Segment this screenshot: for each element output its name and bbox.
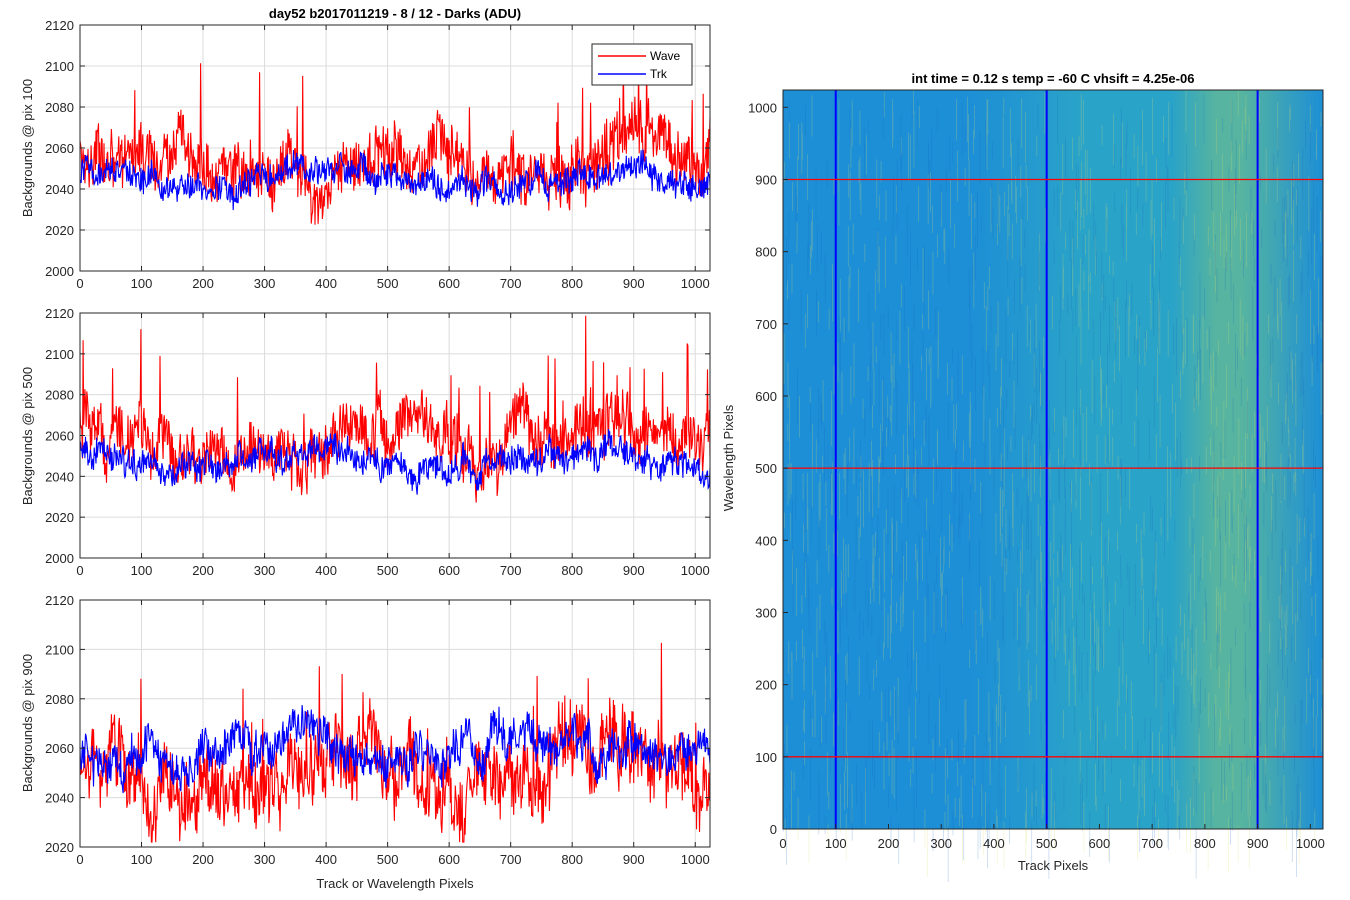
x-tick-label: 600 [438,852,460,867]
heatmap-x-tick-label: 800 [1194,836,1216,851]
heatmap-y-tick-label: 800 [755,245,777,260]
xlabel-track-or-wavelength: Track or Wavelength Pixels [316,876,474,891]
x-tick-label: 800 [561,852,583,867]
y-tick-label: 2020 [45,840,74,855]
x-tick-label: 600 [438,276,460,291]
x-tick-label: 700 [500,852,522,867]
heatmap-xlabel: Track Pixels [1018,858,1089,873]
x-tick-label: 0 [76,563,83,578]
figure-title: day52 b2017011219 - 8 / 12 - Darks (ADU) [269,6,521,21]
heatmap-y-tick-label: 1000 [748,100,777,115]
y-tick-label: 2020 [45,510,74,525]
heatmap-title: int time = 0.12 s temp = -60 C vhsift = … [912,71,1195,86]
y-tick-label: 2060 [45,741,74,756]
heatmap-x-tick-label: 600 [1089,836,1111,851]
y-tick-label: 2100 [45,59,74,74]
x-tick-label: 1000 [681,276,710,291]
heatmap-image [783,90,1323,829]
heatmap-x-tick-label: 300 [930,836,952,851]
heatmap-y-tick-label: 900 [755,172,777,187]
series-line-wave [79,55,711,225]
y-tick-label: 2120 [45,306,74,321]
axes-frame [79,599,711,848]
x-tick-label: 500 [377,852,399,867]
heatmap-y-tick-label: 100 [755,750,777,765]
heatmap-chart: 0 100 200 300 400 500 600 700 800 900 1000 0 100 200 3… [721,71,1325,882]
x-tick-label: 500 [377,563,399,578]
y-tick-label: 2080 [45,100,74,115]
legend-label-wave: Wave [650,49,681,63]
heatmap-y-tick-label: 600 [755,389,777,404]
y-tick-label: 2080 [45,388,74,403]
x-tick-label: 700 [500,563,522,578]
heatmap-x-tick-label: 700 [1141,836,1163,851]
heatmap-noise-dark [782,94,1324,882]
legend-box [591,43,693,86]
y-tick-label: 2100 [45,642,74,657]
heatmap-x-tick-label: 100 [825,836,847,851]
series-line-trk [79,705,711,794]
y-tick-label: 2000 [45,264,74,279]
heatmap-x-tick-label: 200 [878,836,900,851]
y-tick-label: 2080 [45,692,74,707]
x-tick-label: 1000 [681,563,710,578]
heatmap-y-tick-label: 500 [755,461,777,476]
ylabel-pix-500: Backgrounds @ pix 500 [20,367,35,505]
x-tick-label: 300 [254,563,276,578]
heatmap-x-tick-label: 1000 [1296,836,1325,851]
x-tick-label: 300 [254,276,276,291]
legend-label-trk: Trk [650,67,668,81]
x-tick-label: 1000 [681,852,710,867]
line-chart-pix-500: 0 100 200 300 400 500 600 700 800 900 1000 2000 2020… [20,306,711,578]
x-tick-label: 400 [315,852,337,867]
x-tick-label: 100 [131,563,153,578]
line-chart-pix-100: 0 100 200 300 400 500 600 700 800 900 1000 2000 2020… [20,6,711,291]
x-tick-label: 800 [561,276,583,291]
x-tick-label: 500 [377,276,399,291]
x-tick-label: 300 [254,852,276,867]
heatmap-frame [782,89,1324,830]
x-tick-label: 900 [623,276,645,291]
heatmap-x-tick-label: 500 [1036,836,1058,851]
ylabel-pix-900: Backgrounds @ pix 900 [20,654,35,792]
x-tick-label: 700 [500,276,522,291]
heatmap-y-tick-label: 0 [770,822,777,837]
x-tick-label: 200 [192,563,214,578]
y-tick-label: 2040 [45,469,74,484]
x-tick-label: 600 [438,563,460,578]
y-tick-label: 2120 [45,18,74,33]
heatmap-x-tick-label: 900 [1247,836,1269,851]
heatmap-ylabel: Wavelength Pixels [721,404,736,511]
x-tick-label: 100 [131,852,153,867]
series-line-trk [79,149,711,211]
x-tick-label: 400 [315,563,337,578]
x-tick-label: 900 [623,852,645,867]
heatmap-x-tick-label: 0 [779,836,786,851]
x-tick-label: 800 [561,563,583,578]
ylabel-pix-100: Backgrounds @ pix 100 [20,79,35,217]
x-tick-label: 900 [623,563,645,578]
x-tick-label: 100 [131,276,153,291]
y-tick-label: 2060 [45,141,74,156]
heatmap-y-tick-label: 700 [755,317,777,332]
x-tick-label: 200 [192,276,214,291]
y-tick-label: 2040 [45,182,74,197]
x-tick-label: 0 [76,852,83,867]
series-line-trk [79,428,711,495]
x-tick-label: 200 [192,852,214,867]
heatmap-y-tick-label: 200 [755,678,777,693]
x-tick-label: 400 [315,276,337,291]
y-tick-label: 2060 [45,429,74,444]
heatmap-x-tick-label: 400 [983,836,1005,851]
heatmap-y-tick-label: 400 [755,533,777,548]
y-tick-label: 2000 [45,551,74,566]
heatmap-y-tick-label: 300 [755,605,777,620]
y-tick-label: 2120 [45,593,74,608]
y-tick-label: 2040 [45,791,74,806]
y-tick-label: 2020 [45,223,74,238]
y-tick-label: 2100 [45,347,74,362]
x-tick-label: 0 [76,276,83,291]
line-chart-pix-900: 0 100 200 300 400 500 600 700 800 900 1000 2020 2040… [20,593,711,891]
